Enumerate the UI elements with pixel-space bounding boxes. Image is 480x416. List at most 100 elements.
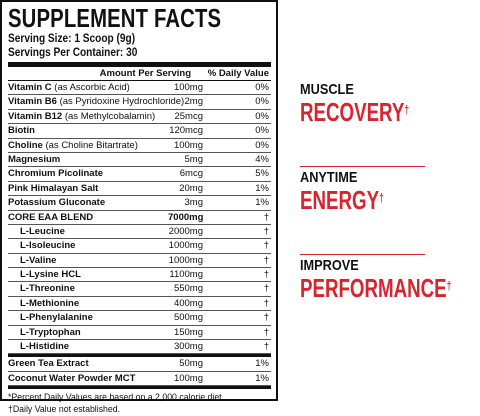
nutrient-dv: 1%: [255, 358, 269, 370]
panel-title: SUPPLEMENT FACTS: [8, 3, 222, 33]
table-row: L-Isoleucine 1000mg †: [8, 239, 271, 254]
table-row: L-Phenylalanine 500mg †: [8, 311, 271, 326]
nutrient-amount: 25mcg: [174, 110, 203, 122]
claim-divider: [300, 254, 425, 255]
nutrient-label: Potassium Gluconate: [8, 197, 106, 209]
serving-size: Serving Size: 1 Scoop (9g): [8, 33, 136, 45]
nutrient-dv: 0%: [255, 139, 269, 151]
table-row: L-Tryptophan 150mg †: [8, 326, 271, 341]
table-row: L-Threonine 550mg †: [8, 282, 271, 297]
column-header: Amount Per Serving % Daily Value: [8, 67, 271, 81]
nutrient-name: Chromium Picolinate: [8, 167, 168, 180]
nutrient-dv: 0%: [255, 125, 269, 137]
nutrient-dv: †: [263, 240, 269, 252]
nutrient-label: L-Lysine HCL: [20, 269, 81, 281]
claim-headline: ENERGY†: [300, 185, 384, 215]
nutrient-label: L-Phenylalanine: [20, 312, 93, 324]
claims-list: MUSCLE RECOVERY† ANYTIME ENERGY† IMPROVE…: [300, 82, 470, 346]
nutrient-amount: 400mg: [173, 297, 203, 309]
nutrient-amount: 120mcg: [169, 125, 203, 137]
claim-kicker: IMPROVE: [300, 257, 359, 274]
nutrient-label: Coconut Water Powder MCT: [8, 372, 136, 384]
nutrient-name: Magnesium: [8, 153, 168, 166]
nutrient-label: Biotin: [8, 125, 35, 137]
table-row: Vitamin B12 (as Methylcobalamin) 25mcg 0%: [8, 110, 271, 125]
table-row: Chromium Picolinate 6mcg 5%: [8, 167, 271, 182]
nutrient-source: (as Methylcobalamin): [62, 110, 156, 122]
nutrient-source: (as Choline Bitartrate): [42, 139, 138, 151]
nutrient-amount: 550mg: [173, 283, 203, 295]
nutrient-name: L-Leucine: [8, 225, 168, 238]
nutrient-label: Green Tea Extract: [8, 358, 89, 370]
nutrient-label: Chromium Picolinate: [8, 168, 104, 180]
nutrient-amount: 100mg: [173, 372, 203, 384]
nutrient-amount: 6mcg: [179, 168, 203, 180]
nutrient-name: Vitamin B6 (as Pyridoxine Hydrochloride): [8, 95, 184, 108]
nutrient-label: L-Valine: [20, 254, 57, 266]
nutrient-dv: †: [263, 341, 269, 353]
nutrient-name: L-Tryptophan: [8, 326, 168, 339]
nutrient-name: L-Isoleucine: [8, 239, 168, 252]
table-row: Vitamin C (as Ascorbic Acid) 100mg 0%: [8, 81, 271, 96]
nutrient-name: Choline (as Choline Bitartrate): [8, 139, 168, 152]
table-row: Magnesium 5mg 4%: [8, 153, 271, 168]
nutrient-name: L-Histidine: [8, 340, 168, 353]
nutrient-amount: 300mg: [173, 341, 203, 353]
table-row: Biotin 120mcg 0%: [8, 124, 271, 139]
nutrient-dv: †: [263, 297, 269, 309]
nutrient-dv: †: [263, 326, 269, 338]
nutrient-amount: 1000mg: [168, 240, 203, 252]
table-row: L-Lysine HCL 1100mg †: [8, 268, 271, 283]
claim-headline: PERFORMANCE†: [300, 273, 452, 303]
nutrient-name: Vitamin B12 (as Methylcobalamin): [8, 110, 168, 123]
nutrient-dv: 0%: [255, 110, 269, 122]
nutrient-name: L-Methionine: [8, 297, 168, 310]
extra-rows: Green Tea Extract 50mg 1% Coconut Water Pow…: [8, 357, 271, 387]
nutrient-name: Green Tea Extract: [8, 357, 168, 370]
nutrient-rows: Vitamin C (as Ascorbic Acid) 100mg 0% Vitam…: [8, 81, 271, 211]
nutrient-dv: †: [263, 283, 269, 295]
claim-kicker: MUSCLE: [300, 81, 354, 98]
table-row: L-Valine 1000mg †: [8, 254, 271, 269]
claim-energy: ANYTIME ENERGY†: [300, 170, 470, 258]
nutrient-label: Vitamin B12: [8, 110, 63, 122]
nutrient-dv: 0%: [255, 82, 269, 93]
divider-footer: [8, 386, 271, 390]
table-row: Green Tea Extract 50mg 1%: [8, 357, 271, 372]
nutrient-amount: 150mg: [173, 326, 203, 338]
nutrient-name: Coconut Water Powder MCT: [8, 372, 168, 385]
table-row: Pink Himalayan Salt 20mg 1%: [8, 182, 271, 197]
blend-row: CORE EAA BLEND 7000mg †: [8, 211, 271, 225]
nutrient-source: (as Pyridoxine Hydrochloride): [56, 96, 185, 108]
nutrient-dv: 1%: [255, 197, 269, 209]
blend-dv: †: [263, 211, 269, 223]
nutrient-label: L-Isoleucine: [20, 240, 76, 252]
nutrient-dv: 4%: [255, 153, 269, 165]
table-row: Choline (as Choline Bitartrate) 100mg 0%: [8, 139, 271, 153]
blend-amount: 7000mg: [168, 211, 204, 223]
nutrient-amount: 1000mg: [168, 254, 203, 266]
nutrient-name: L-Lysine HCL: [8, 268, 168, 281]
nutrient-amount: 3mg: [184, 197, 203, 209]
table-row: L-Histidine 300mg †: [8, 340, 271, 355]
claim-headline: RECOVERY†: [300, 97, 410, 127]
nutrient-dv: 1%: [255, 372, 269, 384]
table-row: Potassium Gluconate 3mg 1%: [8, 196, 271, 211]
nutrient-name: L-Phenylalanine: [8, 311, 168, 324]
nutrient-amount: 500mg: [173, 312, 203, 324]
nutrient-amount: 100mg: [173, 82, 203, 93]
table-row: L-Leucine 2000mg †: [8, 225, 271, 240]
table-row: Vitamin B6 (as Pyridoxine Hydrochloride)…: [8, 95, 271, 110]
servings-per-container: Servings Per Container: 30: [8, 47, 138, 59]
nutrient-amount: 1100mg: [169, 269, 203, 281]
table-row: L-Methionine 400mg †: [8, 297, 271, 312]
nutrient-source: (as Ascorbic Acid): [51, 82, 130, 93]
nutrient-dv: †: [263, 269, 269, 281]
nutrient-name: L-Threonine: [8, 282, 168, 295]
nutrient-label: L-Histidine: [20, 341, 70, 353]
footnote-dagger: †Daily Value not established.: [8, 404, 121, 416]
nutrient-label: L-Tryptophan: [20, 326, 81, 338]
nutrient-label: Vitamin B6: [8, 96, 57, 108]
nutrient-name: Pink Himalayan Salt: [8, 182, 168, 195]
nutrient-dv: 0%: [255, 96, 269, 108]
